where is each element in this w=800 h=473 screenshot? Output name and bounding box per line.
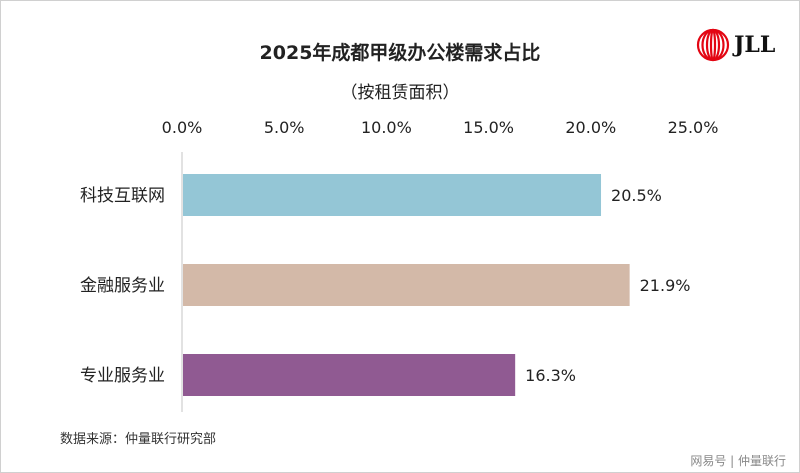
x-tick-label: 5.0%	[264, 118, 305, 137]
x-tick-label: 20.0%	[565, 118, 616, 137]
chart-title: 2025年成都甲级办公楼需求占比	[259, 42, 541, 64]
data-source: 数据来源：仲量联行研究部	[60, 432, 217, 447]
data-label: 16.3%	[525, 366, 576, 385]
bar	[183, 354, 516, 396]
category-label: 专业服务业	[80, 366, 165, 386]
x-tick-label: 25.0%	[668, 118, 719, 137]
bar	[183, 174, 602, 216]
x-tick-label: 0.0%	[162, 118, 203, 137]
data-label: 21.9%	[640, 276, 691, 295]
category-label: 金融服务业	[80, 276, 165, 296]
chart-subtitle: （按租赁面积）	[340, 83, 460, 103]
logo-text: JLL	[734, 32, 776, 58]
watermark: 网易号 | 仲量联行	[690, 454, 786, 468]
jll-logo-icon	[696, 28, 730, 62]
category-label: 科技互联网	[80, 186, 165, 206]
jll-logo: JLL	[696, 28, 775, 62]
x-tick-label: 15.0%	[463, 118, 514, 137]
x-tick-label: 10.0%	[361, 118, 412, 137]
data-label: 20.5%	[611, 186, 662, 205]
bar	[183, 264, 630, 306]
